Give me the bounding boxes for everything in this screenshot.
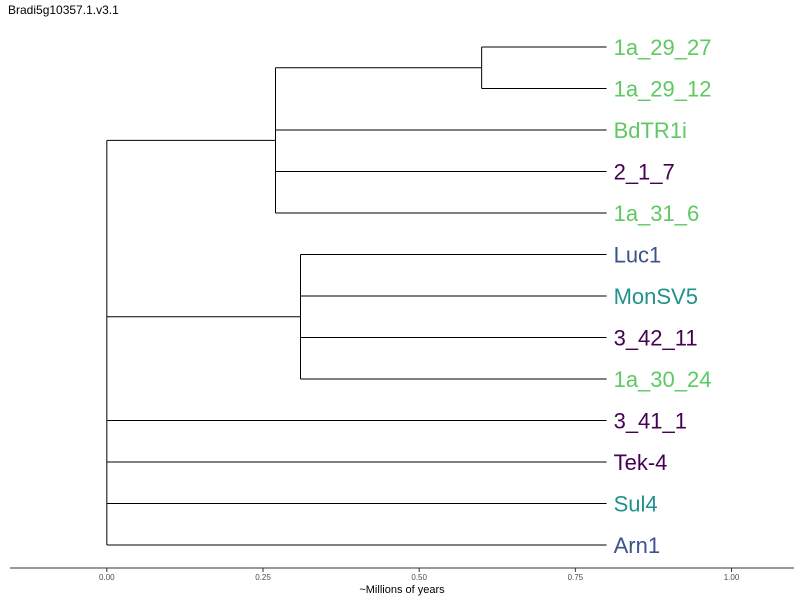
- leaf-label-3_42_11: 3_42_11: [614, 326, 698, 351]
- leaf-label-2_1_7: 2_1_7: [614, 160, 675, 185]
- leaf-label-1a_31_6: 1a_31_6: [614, 201, 700, 226]
- x-axis-label: ~Millions of years: [359, 584, 445, 596]
- leaf-label-Arn1: Arn1: [614, 533, 660, 558]
- leaf-label-1a_29_12: 1a_29_12: [614, 77, 712, 102]
- x-tick-label: 0.25: [255, 573, 271, 582]
- x-tick-label: 1.00: [724, 573, 740, 582]
- x-axis-ticks: 0.00 0.25 0.50 0.75 1.00: [99, 568, 740, 582]
- leaf-label-1a_30_24: 1a_30_24: [614, 367, 712, 392]
- x-axis: 0.00 0.25 0.50 0.75 1.00 ~Millions of years: [10, 567, 794, 596]
- leaf-label-BdTR1i: BdTR1i: [614, 118, 687, 143]
- leaf-labels: 1a_29_27 1a_29_12 BdTR1i 2_1_7 1a_31_6 Luc1 Mo…: [614, 35, 712, 558]
- x-tick-label: 0.50: [411, 573, 427, 582]
- leaf-label-1a_29_27: 1a_29_27: [614, 35, 712, 60]
- leaf-label-Sul4: Sul4: [614, 492, 658, 517]
- x-tick-label: 0.75: [568, 573, 584, 582]
- x-tick-label: 0.00: [99, 573, 115, 582]
- leaf-label-Tek-4: Tek-4: [614, 450, 668, 475]
- leaf-label-Luc1: Luc1: [614, 243, 662, 268]
- leaf-label-3_41_1: 3_41_1: [614, 409, 687, 434]
- tree-branches: [106, 46, 607, 546]
- chart-title: Bradi5g10357.1.v3.1: [8, 3, 119, 17]
- leaf-label-MonSV5: MonSV5: [614, 284, 698, 309]
